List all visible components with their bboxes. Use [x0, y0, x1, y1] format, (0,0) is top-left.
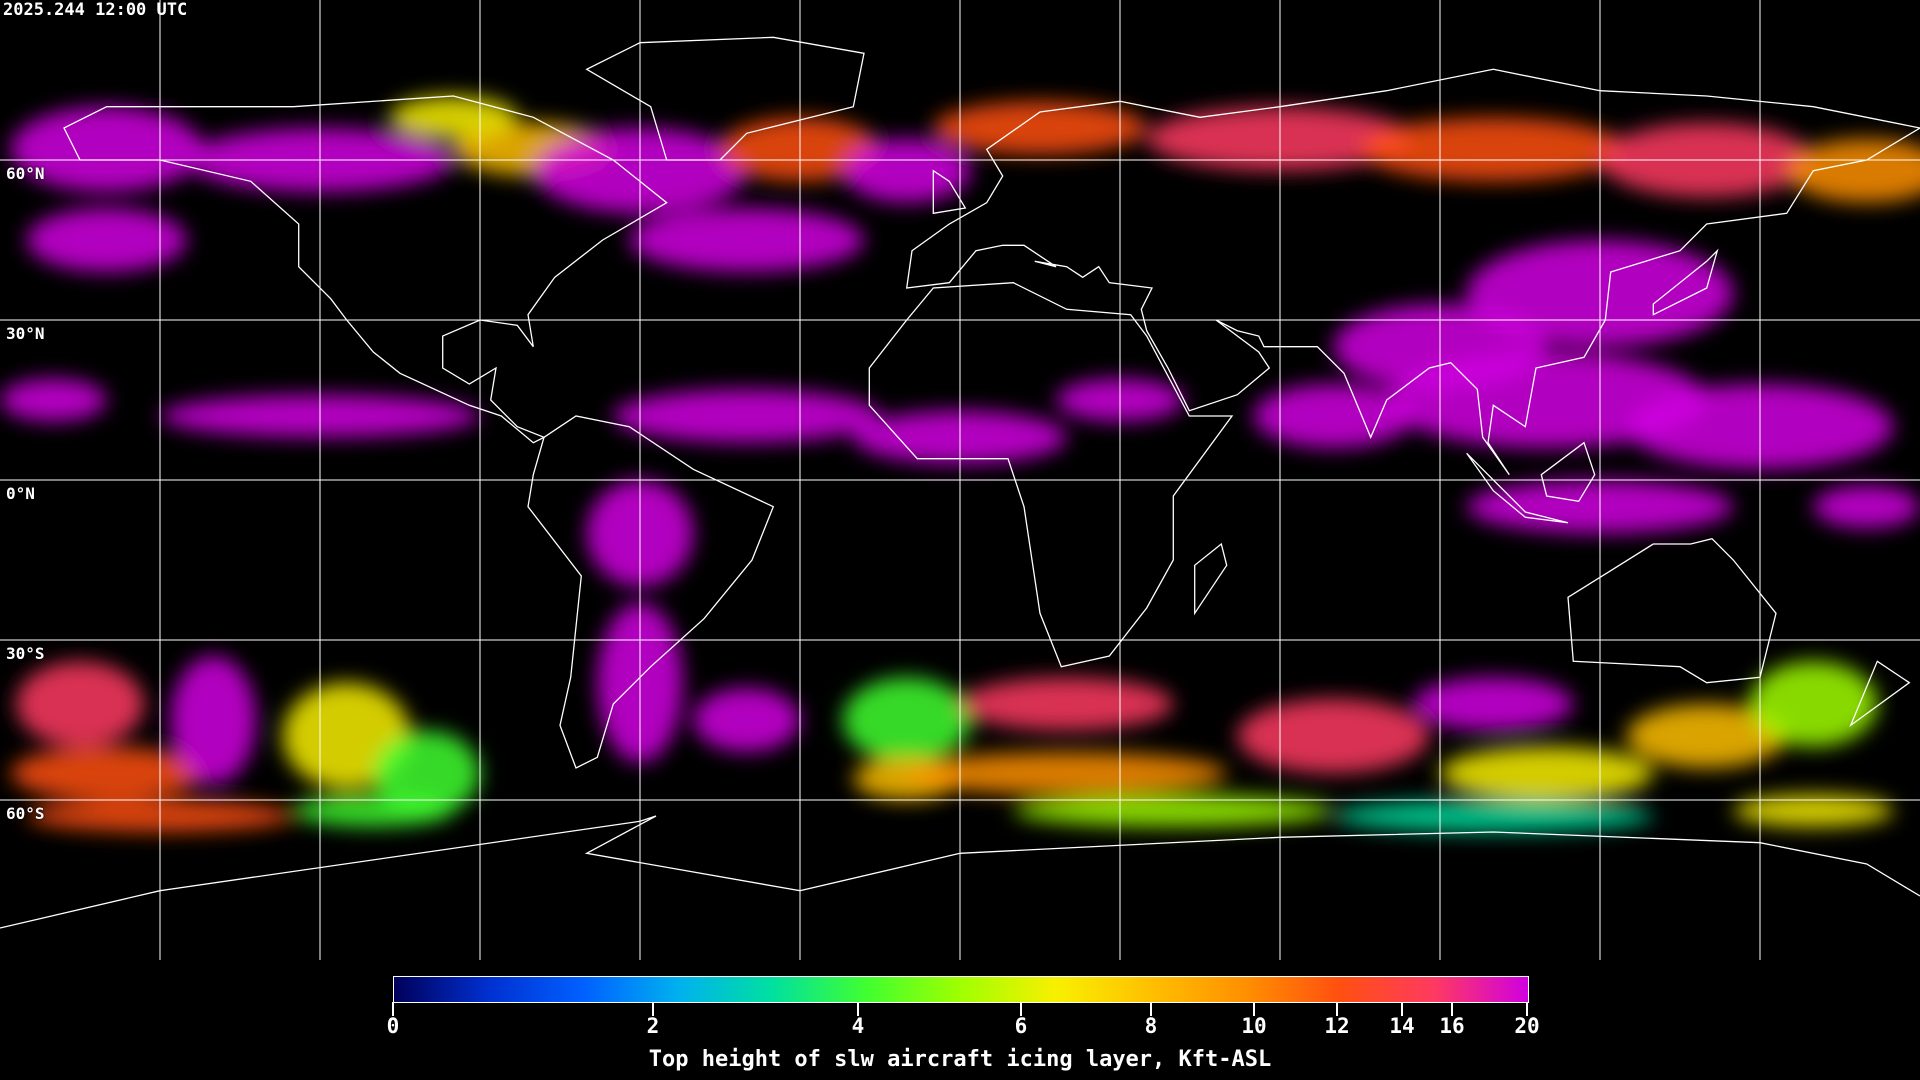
icing-region: [389, 96, 518, 139]
icing-region: [1333, 800, 1654, 832]
lat-label-60s: 60°S: [6, 804, 45, 823]
coastline-greenland: [585, 36, 865, 161]
coastline-antarctica: [0, 815, 1920, 929]
coastline-britain: [932, 169, 967, 215]
colorbar-tick-label: 14: [1389, 1014, 1415, 1038]
icing-region: [1013, 794, 1334, 827]
icing-map: [0, 0, 1920, 960]
icing-region: [10, 746, 203, 800]
colorbar-tick: [392, 1002, 394, 1016]
icing-region: [842, 677, 971, 763]
icing-region: [293, 794, 454, 827]
icing-region: [693, 688, 801, 752]
icing-region: [1749, 661, 1878, 747]
icing-region: [1413, 677, 1574, 731]
icing-region: [1440, 746, 1654, 800]
lat-label-60n: 60°N: [6, 164, 45, 183]
colorbar-ticks: 0 2 4 6 8 10 12 14 16 20: [0, 1002, 1920, 1042]
colorbar-tick: [1150, 1002, 1152, 1016]
colorbar-tick: [1020, 1002, 1022, 1016]
icing-region: [1813, 485, 1920, 528]
graticule: [0, 0, 1920, 960]
icing-region: [0, 378, 107, 422]
icing-region: [1626, 704, 1787, 768]
colorbar-tick-label: 6: [1014, 1014, 1028, 1038]
colorbar-tick-label: 0: [386, 1014, 400, 1038]
colorbar-tick: [1526, 1002, 1528, 1016]
colorbar-label: Top height of slw aircraft icing layer, …: [648, 1047, 1272, 1072]
colorbar-tick-label: 8: [1144, 1014, 1158, 1038]
icing-region: [613, 389, 880, 443]
icing-region: [842, 138, 971, 203]
coastline-south-america: [527, 415, 775, 769]
timestamp-title: 2025.244 12:00 UTC: [3, 0, 188, 20]
coastlines: [0, 36, 1920, 929]
colorbar-tick-label: 16: [1439, 1014, 1465, 1038]
coastline-africa: [868, 282, 1234, 668]
colorbar-tick-label: 12: [1324, 1014, 1350, 1038]
coastline-north-america: [63, 95, 668, 444]
icing-region: [16, 661, 144, 747]
colorbar-tick: [652, 1002, 654, 1016]
colorbar-tick-label: 2: [646, 1014, 660, 1038]
coastline-sumatra-java: [1466, 452, 1569, 524]
colorbar-tick-label: 20: [1514, 1014, 1540, 1038]
colorbar-tick-label: 10: [1241, 1014, 1267, 1038]
icing-region: [1360, 117, 1627, 182]
lat-label-30n: 30°N: [6, 324, 45, 343]
icing-region: [10, 106, 203, 192]
icing-region: [170, 656, 256, 784]
icing-region: [1237, 698, 1430, 774]
colorbar-tick: [1253, 1002, 1255, 1016]
colorbar-tick: [1451, 1002, 1453, 1016]
lat-label-30s: 30°S: [6, 644, 45, 663]
icing-region: [906, 752, 1227, 795]
icing-region: [933, 101, 1147, 155]
colorbar-tick: [1401, 1002, 1403, 1016]
coastline-eurasia: [905, 68, 1920, 476]
icing-region: [629, 208, 865, 272]
colorbar-tick: [1336, 1002, 1338, 1016]
icing-region: [1386, 352, 1707, 448]
coastline-new-zealand: [1849, 660, 1911, 728]
colorbar-tick-label: 4: [851, 1014, 865, 1038]
icing-region: [26, 208, 187, 272]
colorbar-tick: [857, 1002, 859, 1016]
lat-label-0n: 0°N: [6, 484, 35, 503]
coastline-australia: [1567, 537, 1777, 684]
coastline-borneo: [1540, 441, 1596, 503]
icing-region: [959, 677, 1174, 731]
icing-region: [1733, 794, 1894, 827]
coastline-japan: [1652, 248, 1719, 316]
coastline-madagascar: [1194, 542, 1228, 616]
icing-region: [1253, 384, 1414, 448]
colorbar: [393, 976, 1529, 1003]
icing-region: [373, 730, 480, 816]
icing-region: [1786, 138, 1920, 203]
